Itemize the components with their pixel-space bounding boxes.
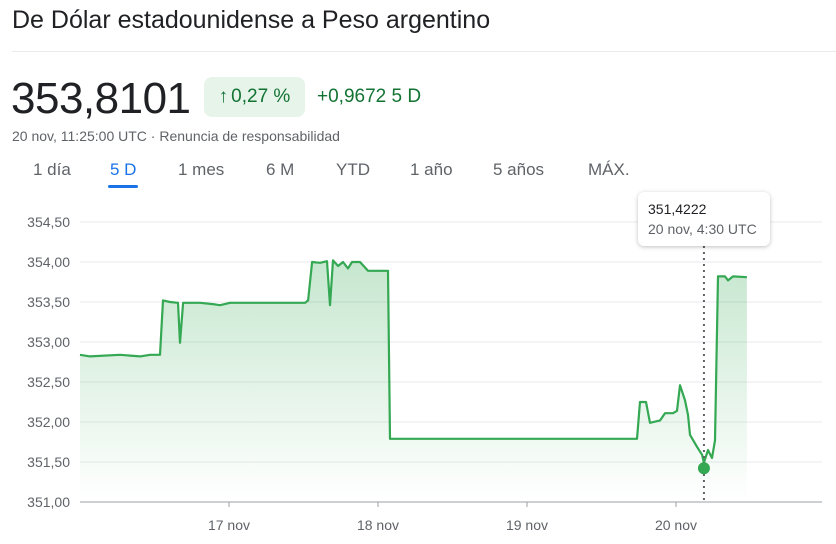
x-tick-label: 18 nov: [357, 517, 399, 533]
quote-meta: 20 nov, 11:25:00 UTC · Renuncia de respo…: [12, 128, 340, 144]
separator: ·: [146, 128, 160, 144]
y-tick-label: 354,00: [27, 254, 70, 270]
percent-change: 0,27 %: [231, 86, 291, 107]
y-tick-label: 352,50: [27, 374, 70, 390]
divider: [12, 51, 836, 52]
timestamp: 20 nov, 11:25:00 UTC: [12, 128, 147, 144]
absolute-change: +0,9672 5 D: [317, 86, 422, 107]
x-tick-label: 19 nov: [506, 517, 548, 533]
current-price: 353,8101: [11, 74, 191, 123]
tab-5-years[interactable]: 5 años: [493, 160, 545, 179]
x-tick-label: 20 nov: [655, 517, 697, 533]
page-title: De Dólar estadounidense a Peso argentino: [12, 6, 491, 34]
tooltip: 351,4222 20 nov, 4:30 UTC: [638, 192, 770, 246]
tooltip-date: 20 nov, 4:30 UTC: [648, 221, 757, 237]
y-tick-label: 351,50: [27, 454, 70, 470]
tab-6-months[interactable]: 6 M: [266, 160, 295, 179]
disclaimer-link[interactable]: Renuncia de responsabilidad: [159, 128, 340, 144]
tab-ytd[interactable]: YTD: [336, 160, 370, 179]
arrow-up-icon: ↑: [218, 86, 229, 107]
tab-1-day[interactable]: 1 día: [33, 160, 71, 179]
y-tick-label: 353,50: [27, 294, 70, 310]
tab-5-days[interactable]: 5 D: [107, 160, 139, 188]
hover-point: [697, 462, 710, 475]
x-tick-label: 17 nov: [208, 517, 250, 533]
price-line: [79, 259, 747, 464]
price-area: [80, 260, 747, 502]
y-tick-label: 352,00: [27, 414, 70, 430]
y-tick-label: 353,00: [27, 334, 70, 350]
percent-change-badge: ↑ 0,27 %: [204, 77, 305, 117]
tab-max[interactable]: MÁX.: [588, 160, 630, 179]
tab-1-year[interactable]: 1 año: [410, 160, 453, 179]
y-tick-label: 351,00: [27, 494, 70, 510]
y-tick-label: 354,50: [27, 214, 70, 230]
tooltip-value: 351,4222: [648, 201, 707, 217]
tab-1-month[interactable]: 1 mes: [178, 160, 225, 179]
